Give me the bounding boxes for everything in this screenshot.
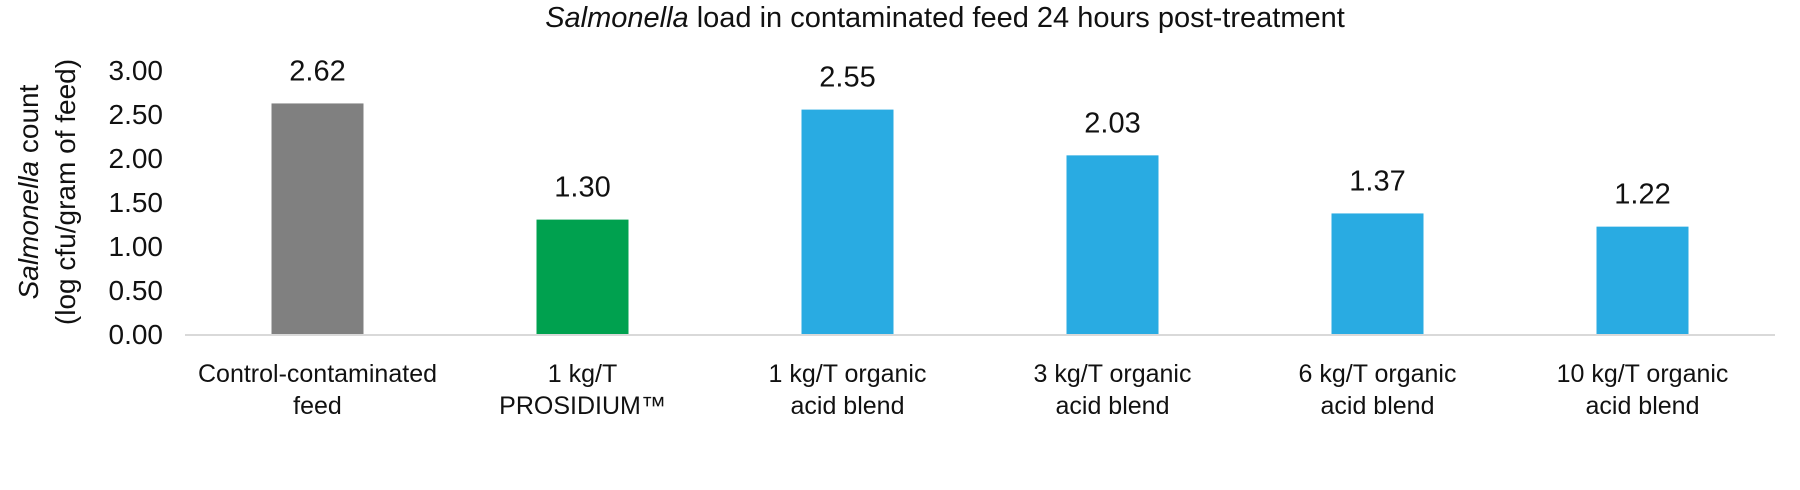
y-tick-label: 0.50	[109, 275, 164, 306]
x-category-label: acid blend	[1321, 392, 1435, 420]
x-axis-category-labels: Control-contaminated feed 1 kg/T PROSIDIUM™…	[198, 360, 1728, 420]
y-tick-label: 2.50	[109, 99, 164, 130]
chart-title: Salmonella load in contaminated feed 24 …	[545, 2, 1345, 34]
x-category-label: 1 kg/T	[548, 360, 617, 388]
bar	[271, 103, 364, 334]
y-axis-title-rest: count	[13, 84, 44, 160]
data-labels: 2.62 1.30 2.55 2.03 1.37 1.22	[289, 55, 1670, 210]
chart-title-italic: Salmonella	[545, 2, 688, 34]
x-category-label: 3 kg/T organic	[1034, 360, 1192, 388]
y-tick-label: 3.00	[109, 55, 164, 86]
y-axis-title-line1: Salmonella count	[13, 84, 44, 299]
data-label: 1.37	[1349, 165, 1405, 197]
bar	[1331, 213, 1424, 334]
x-category-label: Control-contaminated	[198, 360, 437, 388]
x-category-label: acid blend	[1586, 392, 1700, 420]
x-category-label: 10 kg/T organic	[1557, 360, 1729, 388]
x-category-label: 1 kg/T organic	[769, 360, 927, 388]
y-axis-title: Salmonella count (log cfu/gram of feed)	[13, 59, 81, 325]
x-category-label: PROSIDIUM™	[499, 392, 666, 420]
x-category-label: acid blend	[791, 392, 905, 420]
y-axis-title-line2: (log cfu/gram of feed)	[50, 59, 81, 325]
data-label: 2.03	[1084, 107, 1140, 139]
bar	[1066, 155, 1159, 334]
data-label: 1.30	[554, 172, 610, 204]
y-tick-label: 1.50	[109, 187, 164, 218]
x-category-label: feed	[293, 392, 342, 420]
y-axis-ticks: 0.00 0.50 1.00 1.50 2.00 2.50 3.00	[109, 55, 164, 350]
bars	[271, 103, 1689, 334]
x-category-label: 6 kg/T organic	[1299, 360, 1457, 388]
y-axis-title-italic: Salmonella	[13, 161, 44, 300]
data-label: 2.55	[819, 62, 875, 94]
y-tick-label: 0.00	[109, 319, 164, 350]
y-tick-label: 2.00	[109, 143, 164, 174]
data-label: 1.22	[1614, 179, 1670, 211]
x-category-label: acid blend	[1056, 392, 1170, 420]
bar	[536, 219, 629, 334]
chart-title-rest: load in contaminated feed 24 hours post-…	[689, 2, 1345, 34]
bar	[1596, 226, 1689, 334]
y-tick-label: 1.00	[109, 231, 164, 262]
bar	[801, 109, 894, 334]
data-label: 2.62	[289, 55, 345, 87]
